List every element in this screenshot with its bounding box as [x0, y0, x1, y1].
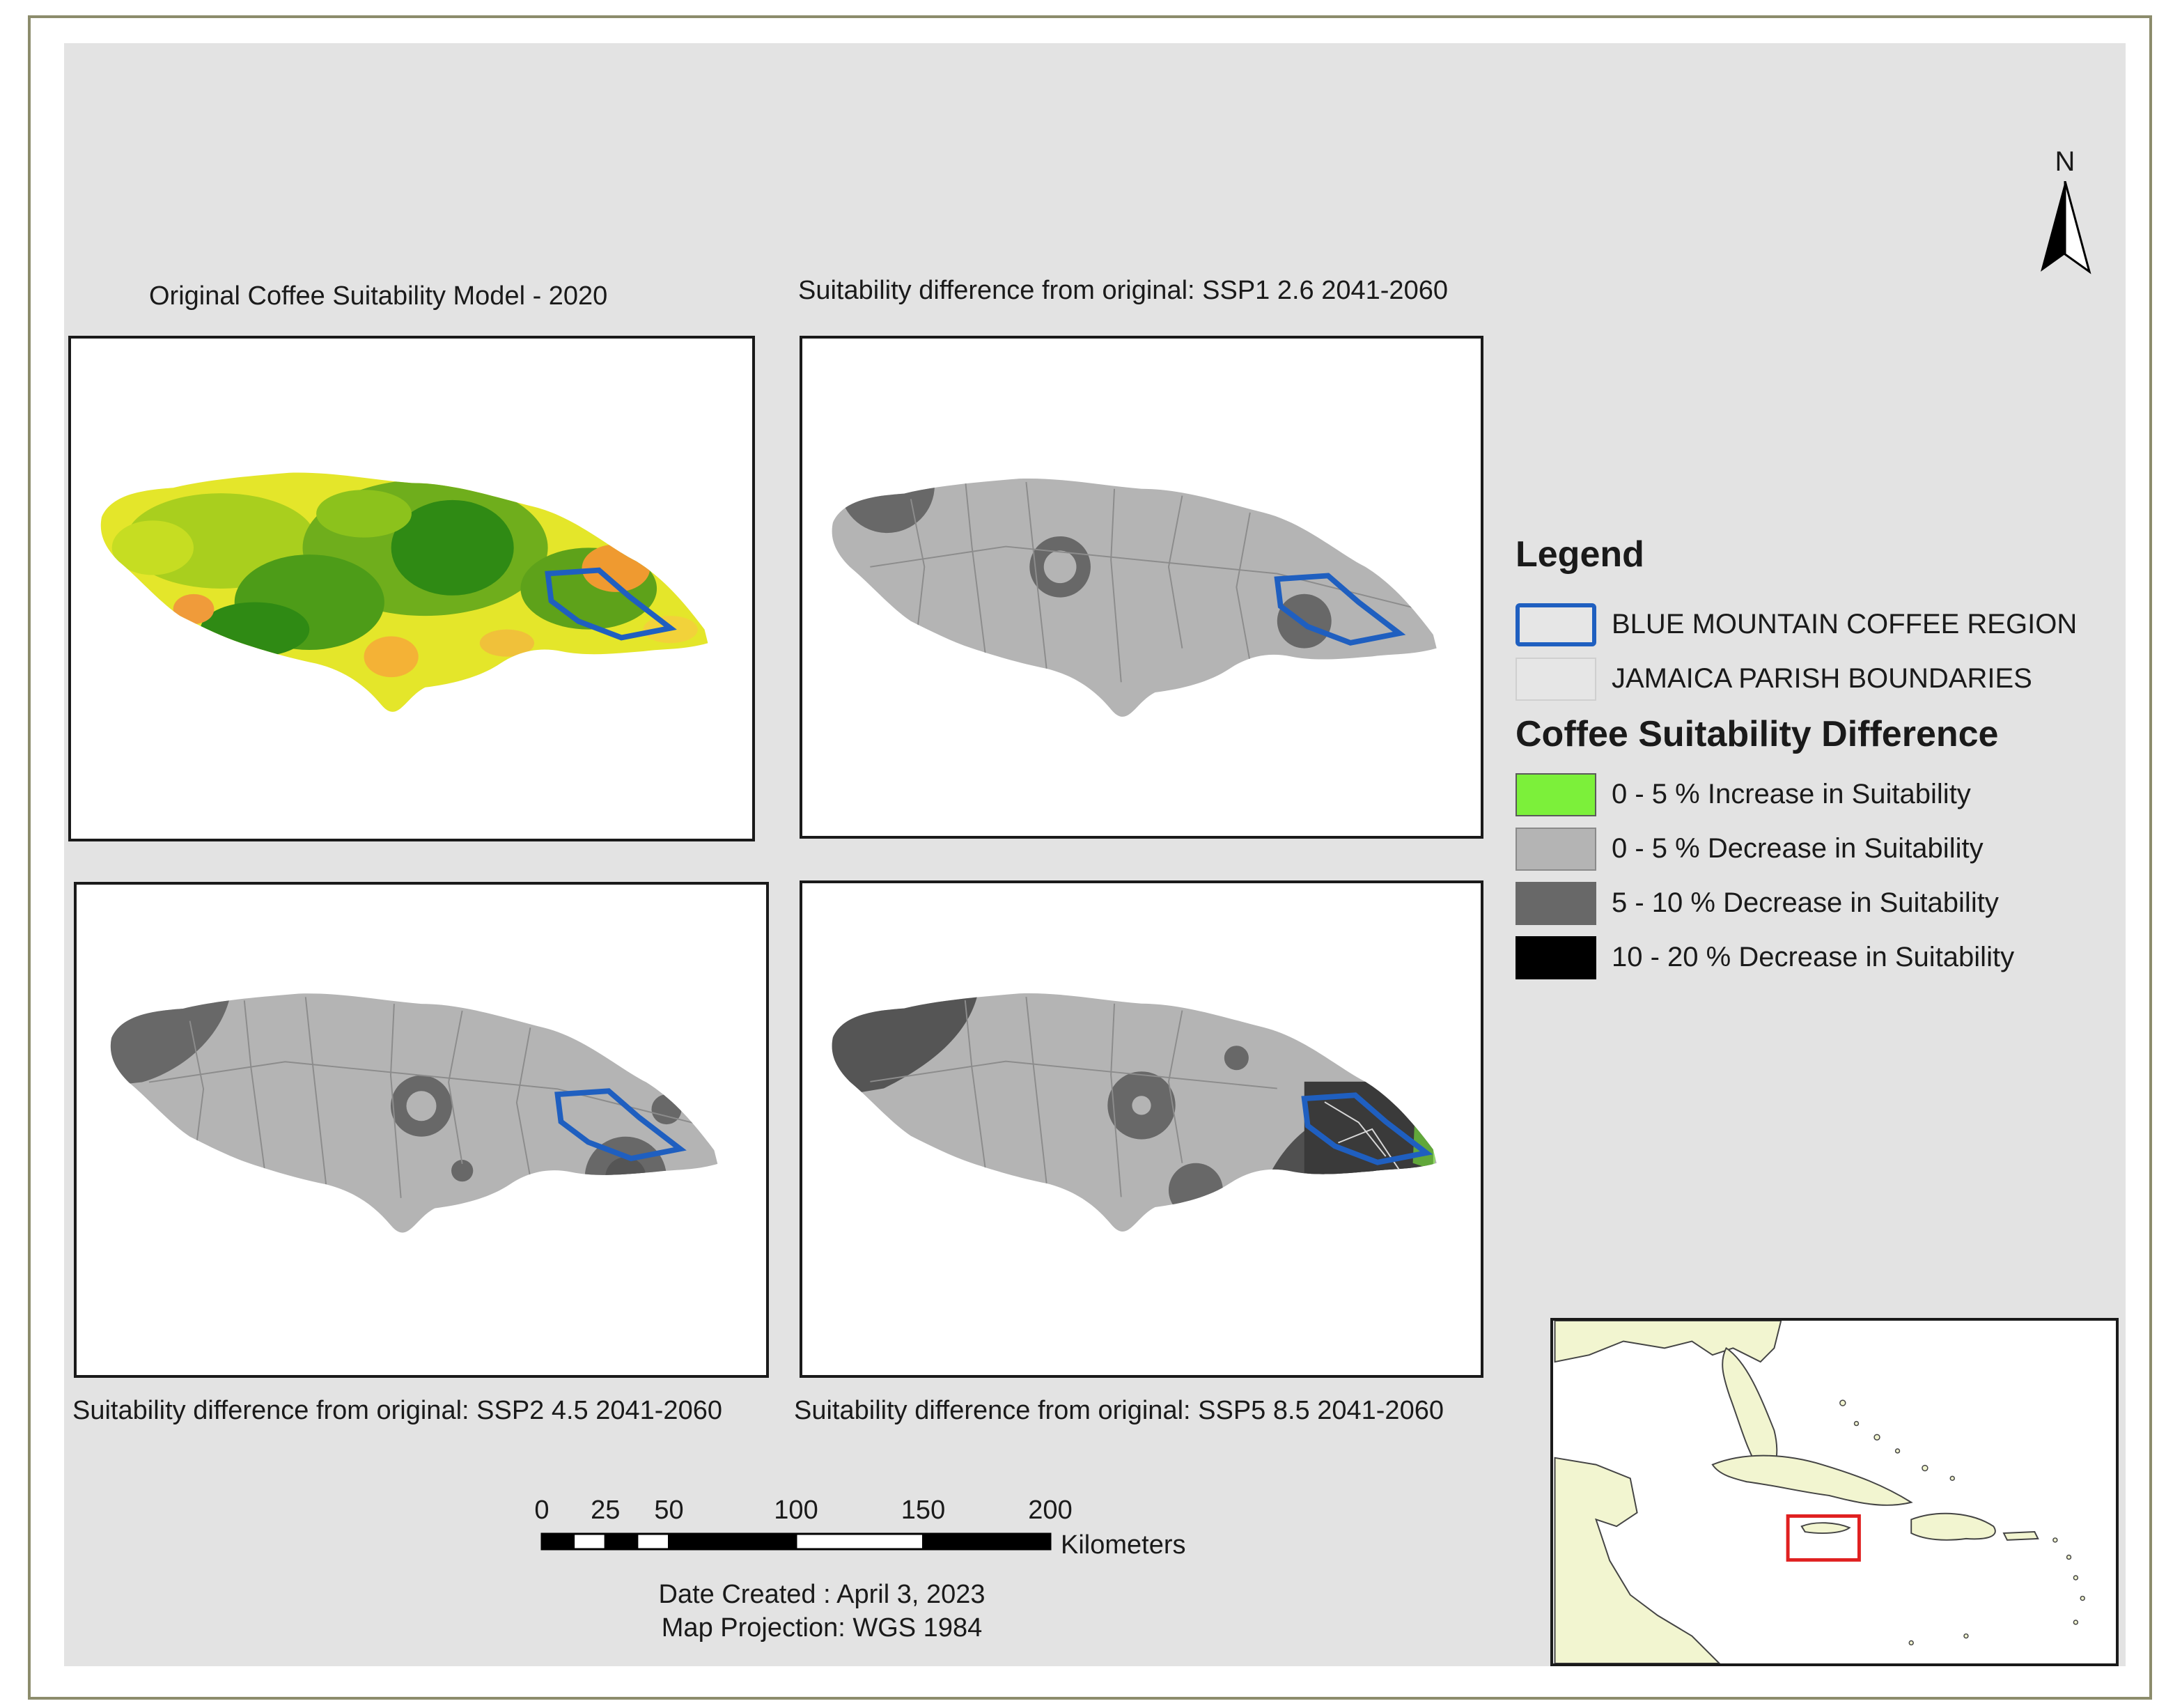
legend-class-increase: 0 - 5 % Increase in Suitability — [1516, 773, 2121, 821]
scale-tick-label: 150 — [901, 1496, 945, 1525]
legend-class-decrease-10-20: 10 - 20 % Decrease in Suitability — [1516, 936, 2121, 984]
legend-label: 0 - 5 % Increase in Suitability — [1612, 779, 1971, 809]
inset-locator-map — [1550, 1318, 2119, 1666]
scale-segment — [540, 1532, 575, 1551]
blue-mountain-outline — [1301, 1092, 1433, 1165]
panel-title-ssp1: Suitability difference from original: SS… — [798, 276, 1448, 305]
scale-tick-label: 50 — [654, 1496, 683, 1525]
scale-tick-label: 25 — [591, 1496, 620, 1525]
legend-swatch-increase — [1516, 773, 1596, 816]
scale-segment — [795, 1532, 924, 1551]
map-projection-text: Map Projection: WGS 1984 — [661, 1613, 983, 1643]
scale-bar-graphic: 0 25 50 100 150 200 Kilometers — [534, 1496, 1186, 1560]
legend-swatch-decrease-0-5 — [1516, 828, 1596, 871]
legend-class-decrease-0-5: 0 - 5 % Decrease in Suitability — [1516, 828, 2121, 875]
scale-segment — [922, 1532, 1052, 1551]
blue-mountain-outline — [545, 567, 677, 641]
ssp2-difference-map — [110, 993, 718, 1233]
north-arrow-label: N — [2055, 146, 2075, 177]
scale-segment — [604, 1532, 639, 1551]
legend-label: BLUE MOUNTAIN COFFEE REGION — [1612, 609, 2078, 639]
panel-title-ssp2: Suitability difference from original: SS… — [72, 1396, 722, 1425]
legend-swatch-blue-mountain — [1516, 603, 1596, 646]
north-arrow: N — [2034, 146, 2096, 279]
ssp1-difference-map — [832, 478, 1437, 717]
scale-tick-label: 200 — [1028, 1496, 1072, 1525]
legend-item-parish-boundaries: JAMAICA PARISH BOUNDARIES — [1516, 658, 2121, 705]
legend-label: 0 - 5 % Decrease in Suitability — [1612, 833, 1984, 864]
scale-unit: Kilometers — [1061, 1530, 1186, 1560]
scale-tick-label: 0 — [534, 1496, 549, 1525]
scale-tick-label: 100 — [774, 1496, 818, 1525]
legend-swatch-decrease-10-20 — [1516, 936, 1596, 979]
legend-label: JAMAICA PARISH BOUNDARIES — [1612, 663, 2032, 694]
scale-segment — [636, 1532, 670, 1551]
blue-mountain-outline — [554, 1088, 687, 1162]
original-suitability-map — [100, 472, 708, 712]
scale-segment — [572, 1532, 607, 1551]
legend-swatch-decrease-5-10 — [1516, 882, 1596, 925]
map-panel-ssp5 — [800, 880, 1483, 1378]
legend-item-blue-mountain: BLUE MOUNTAIN COFFEE REGION — [1516, 603, 2121, 651]
inset-map-graphic — [1554, 1321, 2114, 1663]
ssp5-difference-map — [832, 993, 1437, 1232]
scale-segment — [668, 1532, 797, 1551]
date-created-text: Date Created : April 3, 2023 — [658, 1580, 985, 1609]
legend-label: 5 - 10 % Decrease in Suitability — [1612, 887, 1999, 918]
legend-swatch-parish — [1516, 658, 1596, 701]
map-panel-ssp2 — [74, 882, 769, 1378]
panel-title-original: Original Coffee Suitability Model - 2020 — [149, 281, 608, 311]
legend-heading: Legend — [1516, 534, 1644, 575]
north-arrow-icon — [2041, 181, 2091, 274]
panel-title-ssp5: Suitability difference from original: SS… — [794, 1396, 1444, 1425]
jamaica-highlight-box — [1786, 1514, 1861, 1562]
scale-bar: 0 25 50 100 150 200 Kilometers — [521, 1484, 1217, 1560]
map-panel-original — [68, 336, 755, 841]
legend-class-decrease-5-10: 5 - 10 % Decrease in Suitability — [1516, 882, 2121, 929]
blue-mountain-outline — [1274, 573, 1406, 646]
difference-heading: Coffee Suitability Difference — [1516, 714, 1999, 754]
legend-label: 10 - 20 % Decrease in Suitability — [1612, 942, 2015, 972]
map-panel-ssp1 — [800, 336, 1483, 839]
